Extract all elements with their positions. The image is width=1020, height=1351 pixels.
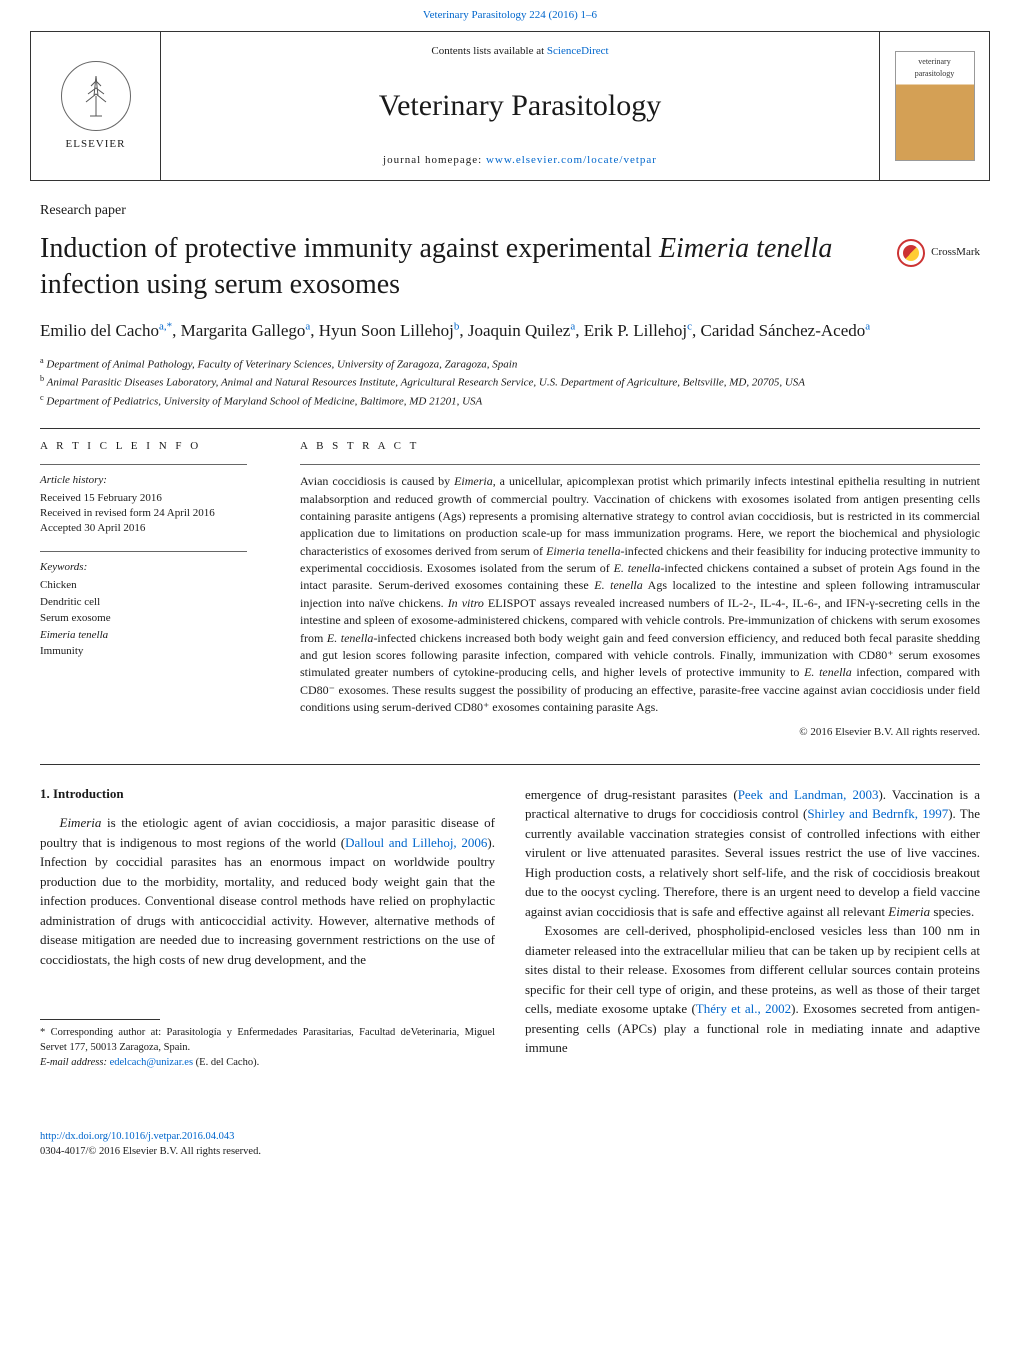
publisher-logo: ELSEVIER bbox=[31, 32, 161, 180]
journal-homepage-line: journal homepage: www.elsevier.com/locat… bbox=[181, 153, 859, 168]
body-paragraph: Exosomes are cell-derived, phospholipid-… bbox=[525, 921, 980, 1058]
corresponding-author-text: * Corresponding author at: Parasitología… bbox=[40, 1026, 495, 1055]
rights-statement: 0304-4017/© 2016 Elsevier B.V. All right… bbox=[40, 1146, 261, 1157]
body-two-column: 1. Introduction Eimeria is the etiologic… bbox=[40, 785, 980, 1070]
corresponding-email: E-mail address: edelcach@unizar.es (E. d… bbox=[40, 1056, 495, 1071]
abstract-text: Avian coccidiosis is caused by Eimeria, … bbox=[300, 473, 980, 716]
keyword-item: Immunity bbox=[40, 643, 270, 660]
citation-link[interactable]: Dalloul and Lillehoj, 2006 bbox=[345, 835, 487, 850]
affiliation-item: a Department of Animal Pathology, Facult… bbox=[40, 355, 980, 373]
article-type-label: Research paper bbox=[40, 201, 980, 221]
affiliation-item: c Department of Pediatrics, University o… bbox=[40, 392, 980, 410]
doi-footer: http://dx.doi.org/10.1016/j.vetpar.2016.… bbox=[0, 1130, 1020, 1179]
divider bbox=[40, 464, 247, 465]
history-date: Accepted 30 April 2016 bbox=[40, 521, 270, 536]
divider bbox=[300, 464, 980, 465]
keyword-item: Chicken bbox=[40, 577, 270, 594]
author-list: Emilio del Cachoa,*, Margarita Gallegoa,… bbox=[40, 318, 980, 344]
abstract-copyright: © 2016 Elsevier B.V. All rights reserved… bbox=[300, 725, 980, 740]
divider bbox=[40, 428, 980, 429]
article-history-dates: Received 15 February 2016Received in rev… bbox=[40, 491, 270, 537]
keyword-item: Eimeria tenella bbox=[40, 627, 270, 644]
keywords-list: ChickenDendritic cellSerum exosomeEimeri… bbox=[40, 577, 270, 660]
divider bbox=[40, 551, 247, 552]
body-paragraph: Eimeria is the etiologic agent of avian … bbox=[40, 813, 495, 969]
body-column-right: emergence of drug-resistant parasites (P… bbox=[525, 785, 980, 1070]
article-history-label: Article history: bbox=[40, 473, 270, 488]
publisher-name: ELSEVIER bbox=[66, 137, 126, 152]
keywords-label: Keywords: bbox=[40, 560, 270, 575]
header-center: Contents lists available at ScienceDirec… bbox=[161, 32, 879, 180]
keyword-item: Dendritic cell bbox=[40, 594, 270, 611]
journal-citation-link[interactable]: Veterinary Parasitology 224 (2016) 1–6 bbox=[0, 0, 1020, 31]
contents-available-line: Contents lists available at ScienceDirec… bbox=[181, 44, 859, 59]
citation-link[interactable]: Shirley and Bedrnfk, 1997 bbox=[807, 806, 948, 821]
history-date: Received in revised form 24 April 2016 bbox=[40, 506, 270, 521]
section-heading-introduction: 1. Introduction bbox=[40, 785, 495, 803]
citation-link[interactable]: Théry et al., 2002 bbox=[696, 1001, 791, 1016]
journal-header: ELSEVIER Contents lists available at Sci… bbox=[30, 31, 990, 181]
article-info-heading: A R T I C L E I N F O bbox=[40, 439, 270, 454]
body-paragraph: emergence of drug-resistant parasites (P… bbox=[525, 785, 980, 922]
doi-link[interactable]: http://dx.doi.org/10.1016/j.vetpar.2016.… bbox=[40, 1131, 234, 1142]
divider bbox=[40, 1019, 160, 1020]
keyword-item: Serum exosome bbox=[40, 610, 270, 627]
sciencedirect-link[interactable]: ScienceDirect bbox=[547, 45, 609, 57]
citation-link[interactable]: Peek and Landman, 2003 bbox=[738, 787, 879, 802]
crossmark-label: CrossMark bbox=[931, 245, 980, 260]
abstract-column: A B S T R A C T Avian coccidiosis is cau… bbox=[300, 439, 980, 740]
journal-title: Veterinary Parasitology bbox=[181, 85, 859, 127]
elsevier-tree-icon bbox=[61, 61, 131, 131]
article-info-column: A R T I C L E I N F O Article history: R… bbox=[40, 439, 270, 740]
crossmark-icon bbox=[897, 239, 925, 267]
article-title: Induction of protective immunity against… bbox=[40, 231, 877, 304]
affiliation-item: b Animal Parasitic Diseases Laboratory, … bbox=[40, 373, 980, 391]
journal-homepage-link[interactable]: www.elsevier.com/locate/vetpar bbox=[486, 154, 657, 166]
affiliations-list: a Department of Animal Pathology, Facult… bbox=[40, 355, 980, 409]
corresponding-author-footnote: * Corresponding author at: Parasitología… bbox=[40, 1019, 495, 1070]
history-date: Received 15 February 2016 bbox=[40, 491, 270, 506]
abstract-heading: A B S T R A C T bbox=[300, 439, 980, 454]
email-link[interactable]: edelcach@unizar.es bbox=[110, 1057, 193, 1068]
journal-cover: veterinary parasitology bbox=[879, 32, 989, 180]
crossmark-badge[interactable]: CrossMark bbox=[897, 239, 980, 267]
journal-cover-thumbnail: veterinary parasitology bbox=[895, 51, 975, 161]
body-column-left: 1. Introduction Eimeria is the etiologic… bbox=[40, 785, 495, 1070]
divider bbox=[40, 764, 980, 765]
